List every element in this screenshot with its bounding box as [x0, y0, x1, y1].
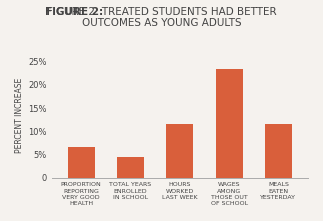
Bar [117, 157, 144, 177]
Y-axis label: PERCENT INCREASE: PERCENT INCREASE [15, 77, 24, 153]
Bar [215, 69, 243, 177]
Text: FIGURE 2:: FIGURE 2: [45, 7, 103, 17]
Bar [166, 124, 193, 177]
Bar [68, 147, 95, 177]
Bar [265, 124, 292, 177]
Text: FIGURE 2: TREATED STUDENTS HAD BETTER
OUTCOMES AS YOUNG ADULTS: FIGURE 2: TREATED STUDENTS HAD BETTER OU… [47, 7, 276, 28]
